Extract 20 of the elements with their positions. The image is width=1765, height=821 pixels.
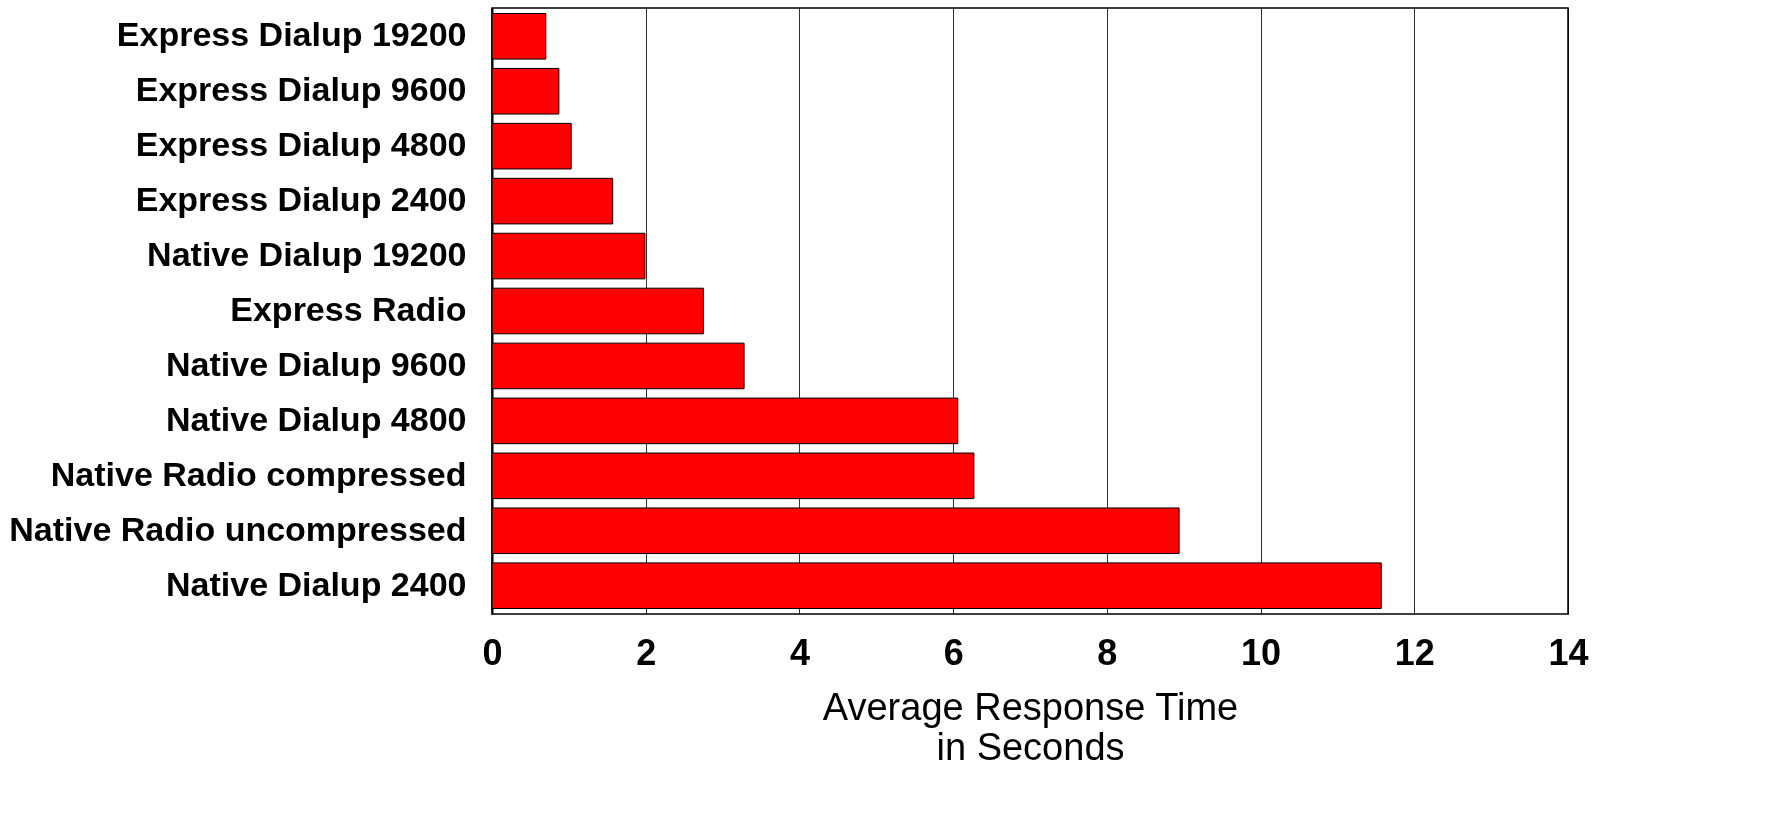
x-axis-title: Average Response Time in Seconds [822, 685, 1239, 768]
x-tick-label: 4 [789, 631, 810, 673]
x-tick-label: 14 [1548, 631, 1589, 673]
y-tick-label: Native Radio uncompressed [9, 509, 467, 548]
y-tick-label: Native Radio compressed [50, 454, 467, 493]
x-tick-label: 12 [1394, 631, 1435, 673]
y-tick-label: Native Dialup 9600 [166, 344, 467, 383]
x-tick-label: 10 [1241, 631, 1282, 673]
y-tick-label: Express Radio [230, 290, 467, 328]
y-tick-label: Native Dialup 4800 [166, 399, 467, 438]
x-tick-label: 2 [636, 631, 657, 673]
y-tick-label: Express Dialup 4800 [135, 125, 467, 164]
y-tick-label: Native Dialup 19200 [147, 235, 467, 274]
x-tick-label: 6 [943, 631, 964, 673]
x-tick-label: 0 [482, 631, 503, 673]
y-tick-label: Native Dialup 2400 [166, 564, 467, 603]
y-tick-label: Express Dialup 9600 [135, 70, 467, 109]
y-tick-label: Express Dialup 2400 [135, 180, 467, 219]
y-tick-label: Express Dialup 19200 [116, 15, 467, 54]
x-tick-label: 8 [1097, 631, 1118, 673]
